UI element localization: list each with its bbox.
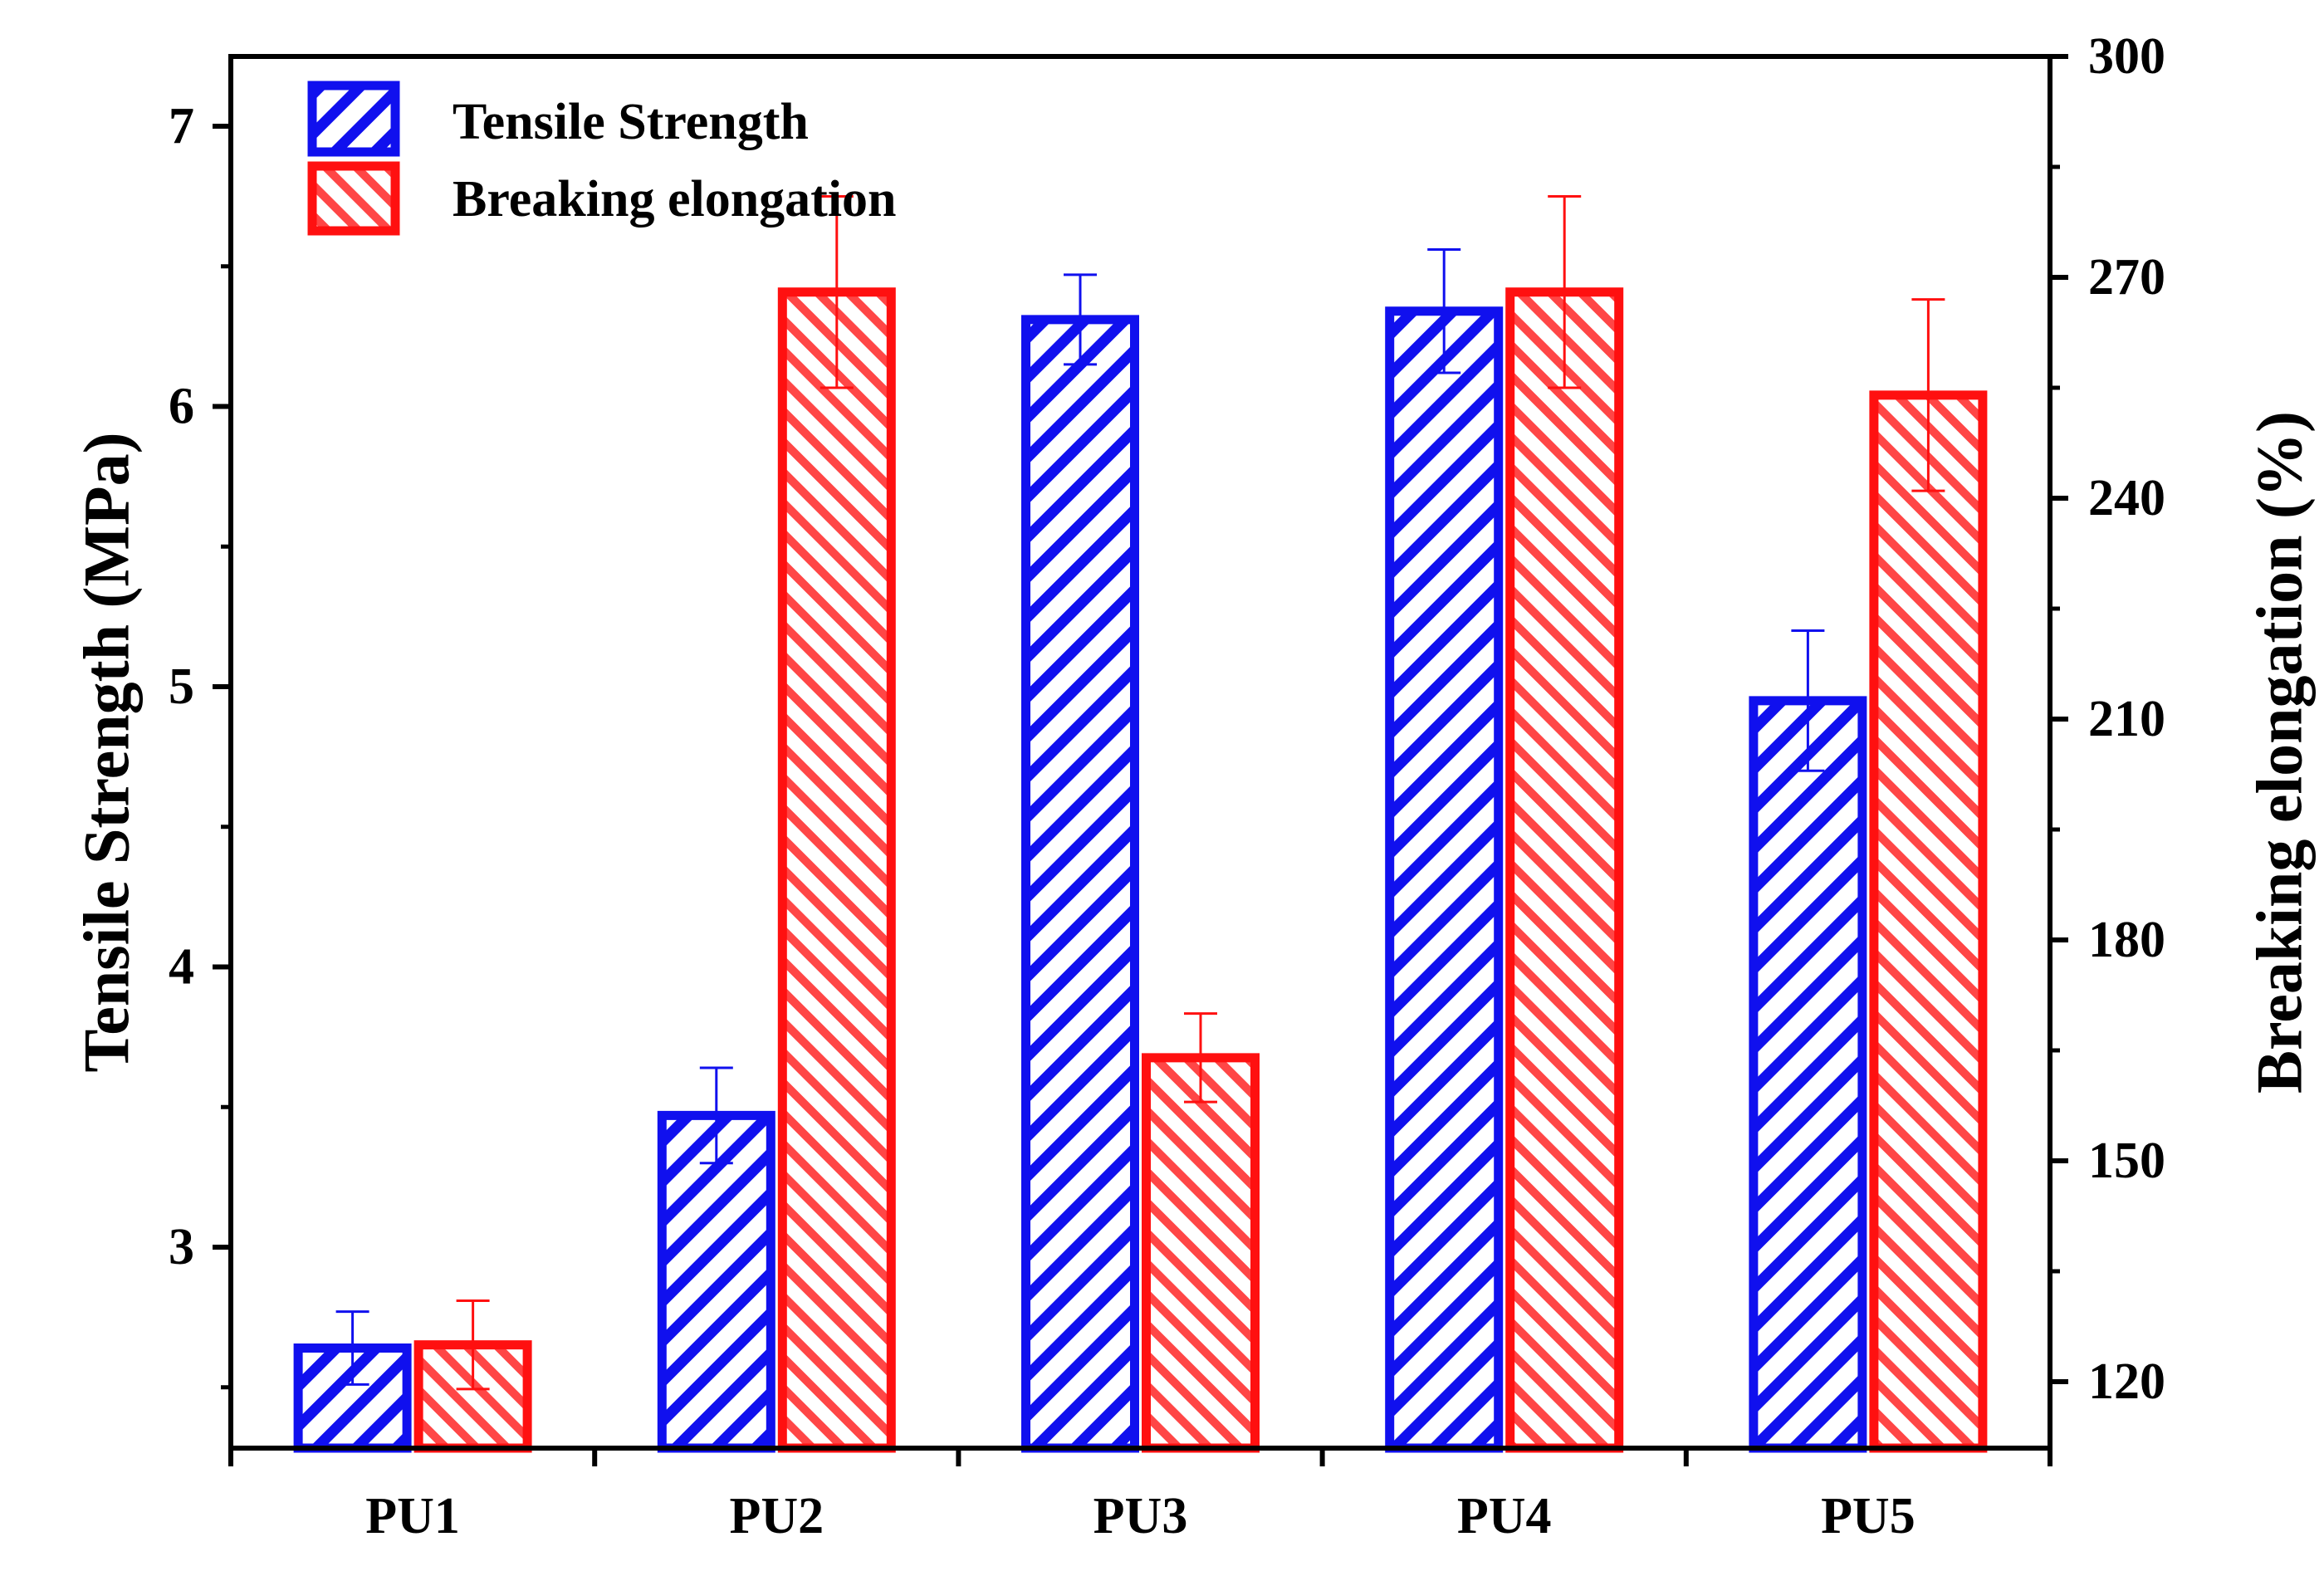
legend-label-tensile-strength: Tensile Strength: [453, 94, 809, 150]
right-tick-label: 240: [2088, 470, 2165, 526]
error-bar-tensile-strength-pu3: [1064, 273, 1097, 366]
left-tick-label: 4: [169, 939, 194, 996]
left-tick-label: 5: [169, 658, 194, 715]
right-tick-label: 150: [2088, 1133, 2165, 1189]
right-tick-label: 210: [2088, 691, 2165, 747]
x-axis-ticks: PU1 PU2 PU3 PU4 PU5: [228, 1448, 2052, 1544]
bar-tensile-strength-pu3: [1021, 315, 1139, 1453]
bar-tensile-strength-pu2: [657, 1110, 775, 1453]
left-axis-title: Tensile Strength (MPa): [71, 432, 143, 1072]
plot-area: 3 4 5 6 7 120 150 180 210 240 270 300 PU1 PU2 PU3 PU4…: [169, 28, 2165, 1544]
category-label-pu2: PU2: [729, 1488, 824, 1544]
bar-tensile-strength-pu5: [1749, 696, 1867, 1453]
right-axis-ticks: 120 150 180 210 240 270 300: [2050, 28, 2165, 1410]
error-bar-breaking-elongation-pu1: [456, 1299, 490, 1391]
legend: Tensile Strength Breaking elongation: [307, 81, 897, 236]
category-label-pu5: PU5: [1821, 1488, 1915, 1544]
error-bar-tensile-strength-pu1: [335, 1310, 369, 1386]
bars-layer: [293, 287, 1988, 1453]
bar-breaking-elongation-pu5: [1869, 390, 1988, 1453]
bar-breaking-elongation-pu3: [1142, 1053, 1260, 1453]
category-label-pu1: PU1: [365, 1488, 460, 1544]
category-label-pu3: PU3: [1094, 1488, 1188, 1544]
legend-swatch-breaking-elongation: [307, 161, 400, 236]
right-tick-label: 120: [2088, 1353, 2165, 1410]
error-bar-tensile-strength-pu4: [1427, 248, 1461, 374]
left-tick-label: 6: [169, 379, 194, 435]
category-label-pu4: PU4: [1457, 1488, 1552, 1544]
bar-breaking-elongation-pu2: [777, 287, 896, 1453]
error-bar-breaking-elongation-pu4: [1548, 194, 1582, 389]
left-tick-label: 7: [169, 98, 194, 154]
error-bar-breaking-elongation-pu2: [820, 194, 854, 389]
left-axis-ticks: 3 4 5 6 7: [169, 98, 231, 1390]
left-tick-label: 3: [169, 1219, 194, 1275]
legend-swatch-tensile-strength: [307, 81, 400, 157]
error-bar-breaking-elongation-pu5: [1911, 298, 1945, 492]
error-bar-tensile-strength-pu2: [699, 1066, 733, 1165]
bar-tensile-strength-pu4: [1385, 306, 1504, 1453]
right-axis-title: Breaking elongation (%): [2243, 411, 2316, 1094]
error-bar-breaking-elongation-pu3: [1184, 1012, 1217, 1104]
bar-breaking-elongation-pu4: [1505, 287, 1624, 1453]
right-tick-label: 180: [2088, 912, 2165, 968]
legend-label-breaking-elongation: Breaking elongation: [453, 171, 897, 228]
error-bar-tensile-strength-pu5: [1791, 629, 1825, 772]
right-tick-label: 300: [2088, 28, 2165, 85]
plot-frame: [228, 54, 2052, 1451]
right-tick-label: 270: [2088, 249, 2165, 306]
error-bars-layer: [335, 194, 1945, 1391]
